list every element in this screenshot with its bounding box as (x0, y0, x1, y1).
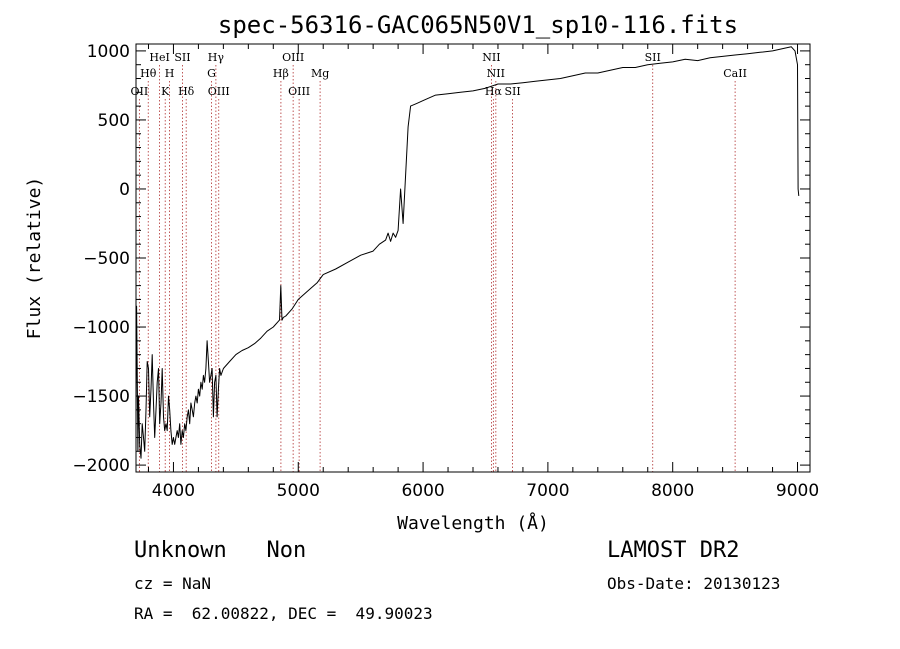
spectral-line-label: Hγ (208, 51, 225, 64)
spectral-line-label: OII (131, 85, 149, 98)
y-tick-label: −500 (83, 249, 130, 269)
obs-date-text: Obs-Date: 20130123 (607, 574, 781, 593)
spectral-line-label: OIII (282, 51, 304, 64)
redshift-text: cz = NaN (134, 574, 212, 593)
x-axis-label: Wavelength (Å) (397, 512, 549, 534)
spectral-line-label: H (165, 67, 175, 80)
x-tick-label: 5000 (277, 481, 320, 501)
coordinates-text: RA = 62.00822, DEC = 49.90023 (134, 604, 433, 623)
spectral-lines: OIIHθHeIKHSIIHδGHγOIIIHβOIIIOIIIMgNIIHαN… (131, 51, 747, 472)
spectral-line-label: Mg (311, 67, 329, 80)
spectral-line-label: HeI (149, 51, 169, 64)
axis-ticks: 4000 5000 6000 7000 8000 900010005000−500−100… (72, 42, 819, 501)
survey-name: LAMOST DR2 (607, 538, 740, 563)
x-tick-label: 7000 (526, 481, 569, 501)
spectral-line-label: Hα (485, 85, 503, 98)
y-tick-label: −1000 (72, 318, 130, 338)
chart-title: spec-56316-GAC065N50V1_sp10-116.fits (218, 11, 738, 39)
spectral-line-label: OIII (288, 85, 310, 98)
spectral-line-label: OIII (208, 85, 230, 98)
x-tick-label: 4000 (152, 481, 195, 501)
y-tick-label: −1500 (72, 387, 130, 407)
y-tick-label: −2000 (72, 456, 130, 476)
spectral-line-label: SII (174, 51, 190, 64)
spectral-line-label: SII (645, 51, 661, 64)
y-tick-label: 0 (119, 180, 130, 200)
spectral-line-label: CaII (723, 67, 747, 80)
x-tick-label: 8000 (651, 481, 694, 501)
spectral-line-label: G (207, 67, 216, 80)
y-tick-label: 500 (98, 111, 130, 131)
spectrum-series-line (135, 46, 800, 459)
y-axis-label: Flux (relative) (24, 177, 45, 340)
spectral-line-label: Hβ (273, 67, 289, 80)
spectral-line-label: K (161, 85, 170, 98)
spectral-line-label: SII (504, 85, 520, 98)
classification-text: Unknown Non (134, 538, 307, 563)
spectral-line-label: Hδ (178, 85, 195, 98)
series-group (135, 46, 800, 459)
plot-frame (135, 43, 811, 473)
x-tick-label: 9000 (776, 481, 819, 501)
y-tick-label: 1000 (87, 42, 130, 62)
spectral-line-label: Hθ (140, 67, 157, 80)
spectral-line-label: NII (487, 67, 505, 80)
spectral-line-label: NII (482, 51, 500, 64)
x-tick-label: 6000 (401, 481, 444, 501)
